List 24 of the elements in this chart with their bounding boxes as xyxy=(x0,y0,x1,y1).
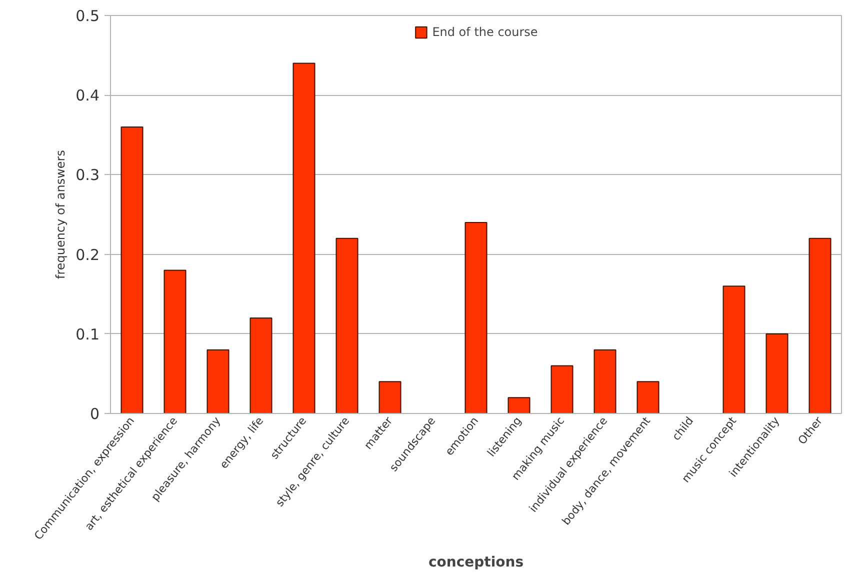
y-tick-label: 0.1 xyxy=(76,325,100,344)
bar xyxy=(292,62,316,414)
y-tick-label: 0.3 xyxy=(76,166,100,184)
bar xyxy=(550,365,574,414)
legend-label: End of the course xyxy=(432,25,538,39)
bar xyxy=(636,381,660,414)
bar xyxy=(508,397,530,414)
bar xyxy=(722,286,746,414)
bar xyxy=(206,349,230,414)
bar xyxy=(808,238,832,414)
bar xyxy=(594,349,616,414)
y-tick-label: 0.4 xyxy=(76,86,100,105)
bar xyxy=(378,381,402,414)
bar xyxy=(766,333,788,414)
bar xyxy=(164,270,186,414)
y-axis-title: frequency of answers xyxy=(54,150,68,279)
x-axis-title: conceptions xyxy=(428,554,524,570)
bar xyxy=(250,317,272,414)
y-tick-label: 0 xyxy=(90,405,100,423)
bar xyxy=(464,222,488,414)
bar xyxy=(336,238,358,414)
bar xyxy=(120,126,144,414)
y-tick-label: 0.2 xyxy=(76,246,100,264)
y-tick-label: 0.5 xyxy=(76,7,100,25)
